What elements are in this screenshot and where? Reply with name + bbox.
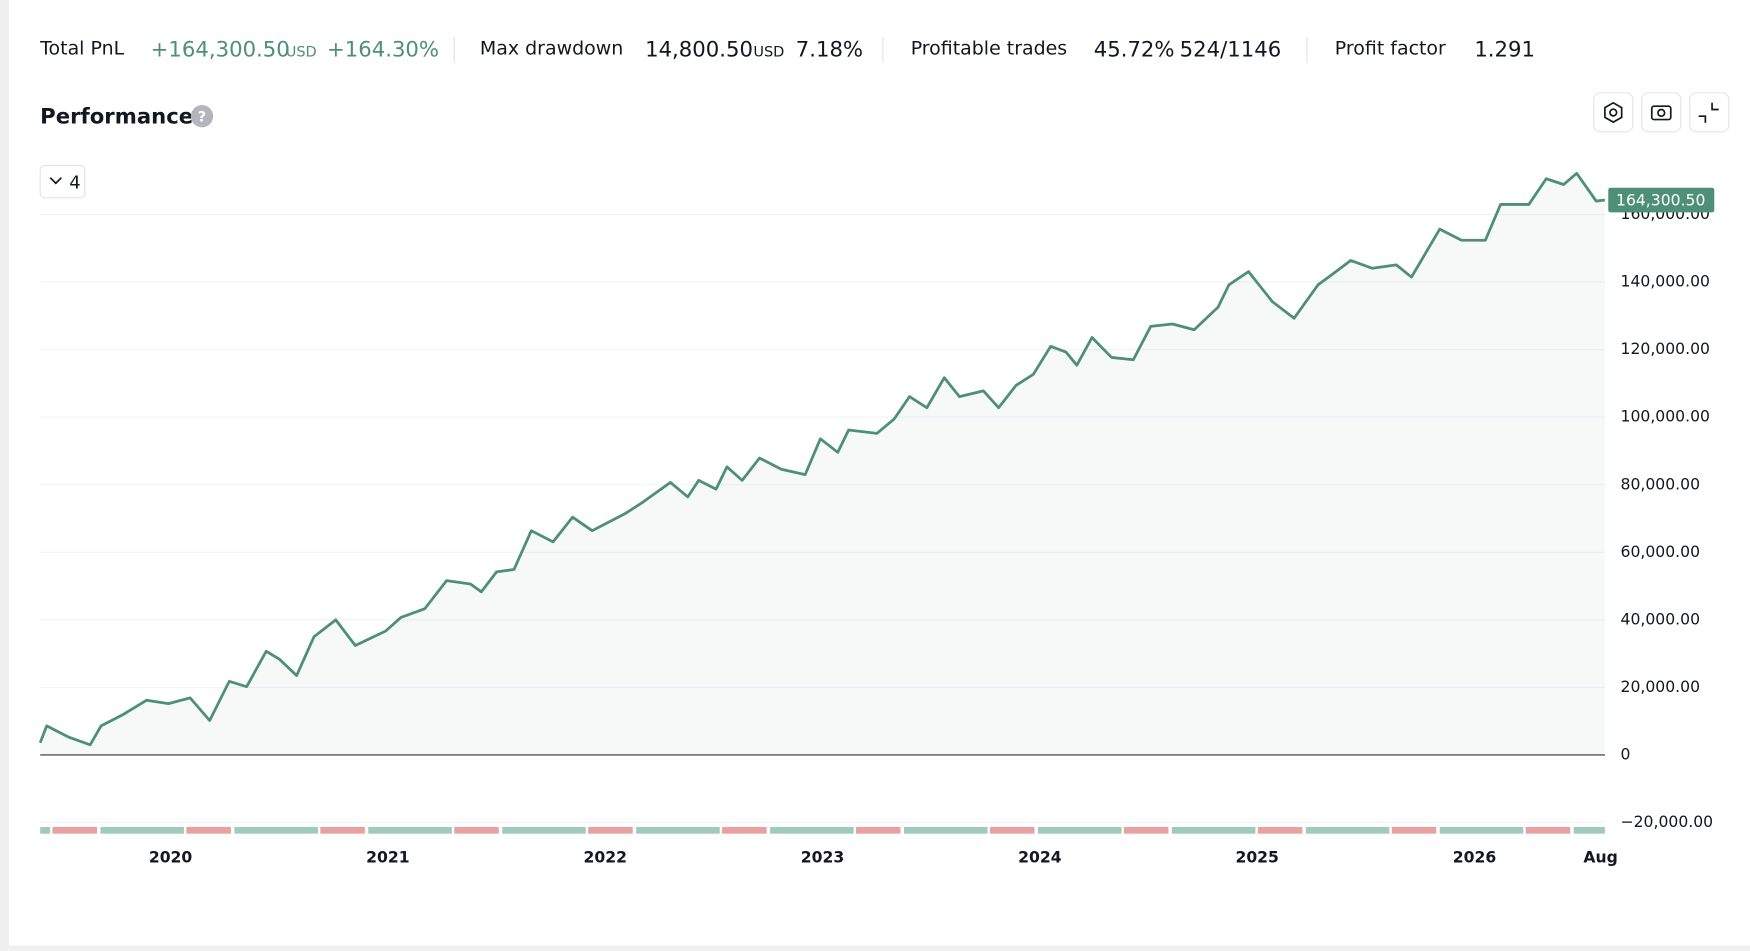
help-icon[interactable] xyxy=(190,105,214,128)
bottom-edge xyxy=(0,945,1750,951)
collapse-button[interactable] xyxy=(1689,92,1730,133)
x-tick-label: 2024 xyxy=(1018,848,1062,867)
stat-label: Profitable trades xyxy=(911,38,1067,60)
trade-strip xyxy=(40,826,1605,834)
dropdown[interactable] xyxy=(39,164,86,199)
equity-line xyxy=(38,171,1606,747)
settings-button[interactable] xyxy=(1593,92,1634,133)
y-tick-label: 80,000.00 xyxy=(1621,474,1700,493)
camera-lens xyxy=(1657,108,1666,118)
settings-icon xyxy=(1604,101,1623,124)
y-tick-label: 120,000.00 xyxy=(1621,339,1710,358)
y-tick-label: 100,000.00 xyxy=(1621,407,1710,426)
y-tick-label: 140,000.00 xyxy=(1621,272,1710,291)
x-tick-label: Aug xyxy=(1583,848,1617,867)
stat-percent: +164.30% xyxy=(327,37,439,62)
stats-bar: Total PnL +164,300.50 USD +164.30% Max d… xyxy=(39,36,1535,63)
settings-icon-center xyxy=(1609,108,1618,117)
last-value-label: 164,300.50 xyxy=(1616,191,1705,210)
x-tick-label: 2022 xyxy=(583,848,626,867)
camera-icon xyxy=(1650,105,1672,121)
x-tick-label: 2026 xyxy=(1453,848,1497,867)
y-tick-label: 0 xyxy=(1621,744,1631,763)
stat-value: 1.291 xyxy=(1474,37,1535,62)
stat-value: 14,800.50 xyxy=(645,37,753,62)
y-tick-label: 60,000.00 xyxy=(1621,542,1700,561)
x-tick-label: 2020 xyxy=(149,848,193,867)
section-title: Performance xyxy=(40,104,193,129)
plot: −20,000.00 0 20,000.00 40,000.00 60,000.00 80… xyxy=(38,171,1715,867)
stat-label: Total PnL xyxy=(39,38,124,60)
stat-unit: USD xyxy=(753,45,784,61)
toolbar xyxy=(1593,92,1730,133)
x-tick-label: 2025 xyxy=(1235,848,1278,867)
x-tick-label: 2023 xyxy=(801,848,844,867)
dropdown-chevron xyxy=(49,177,62,185)
stat-percent: 7.18% xyxy=(796,37,863,62)
snapshot-button[interactable] xyxy=(1641,92,1682,133)
left-edge xyxy=(0,0,9,951)
y-tick-label: 40,000.00 xyxy=(1621,609,1700,628)
stat-label: Max drawdown xyxy=(480,38,623,60)
y-tick-label: −20,000.00 xyxy=(1621,812,1714,831)
y-tick-label: 20,000.00 xyxy=(1621,677,1700,696)
x-tick-label: 2021 xyxy=(366,848,409,867)
collapse-icon xyxy=(1698,102,1719,123)
dropdown-value: 4 xyxy=(69,172,80,193)
stat-label: Profit factor xyxy=(1335,38,1446,60)
last-value-badge xyxy=(1608,187,1715,213)
area-fill xyxy=(40,173,1605,755)
stat-value: +164,300.50 xyxy=(151,37,290,62)
stat-percent: 524/1146 xyxy=(1180,37,1282,62)
help-glyph: ? xyxy=(198,109,206,125)
stat-value: 45.72% xyxy=(1094,37,1175,62)
stat-unit: USD xyxy=(286,45,317,61)
